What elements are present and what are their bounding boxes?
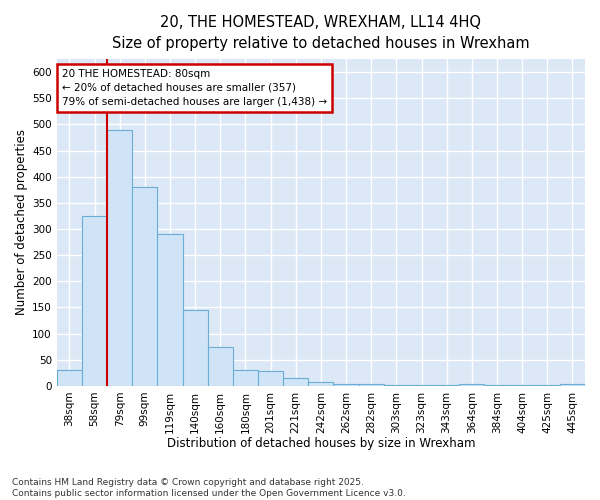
Bar — [233, 370, 258, 386]
Y-axis label: Number of detached properties: Number of detached properties — [15, 130, 28, 316]
Bar — [359, 384, 384, 386]
Bar — [459, 384, 484, 386]
Bar — [308, 382, 334, 386]
Bar — [132, 187, 157, 386]
Bar — [157, 234, 182, 386]
Bar — [57, 370, 82, 386]
Bar — [82, 216, 107, 386]
Text: Contains HM Land Registry data © Crown copyright and database right 2025.
Contai: Contains HM Land Registry data © Crown c… — [12, 478, 406, 498]
Bar — [182, 310, 208, 386]
Bar — [283, 378, 308, 386]
Text: 20 THE HOMESTEAD: 80sqm
← 20% of detached houses are smaller (357)
79% of semi-d: 20 THE HOMESTEAD: 80sqm ← 20% of detache… — [62, 69, 327, 107]
Title: 20, THE HOMESTEAD, WREXHAM, LL14 4HQ
Size of property relative to detached house: 20, THE HOMESTEAD, WREXHAM, LL14 4HQ Siz… — [112, 15, 530, 51]
Bar — [208, 346, 233, 386]
Bar — [258, 371, 283, 386]
Bar — [535, 385, 560, 386]
Bar — [560, 384, 585, 386]
X-axis label: Distribution of detached houses by size in Wrexham: Distribution of detached houses by size … — [167, 437, 475, 450]
Bar — [107, 130, 132, 386]
Bar — [384, 385, 409, 386]
Bar — [334, 384, 359, 386]
Bar — [409, 385, 434, 386]
